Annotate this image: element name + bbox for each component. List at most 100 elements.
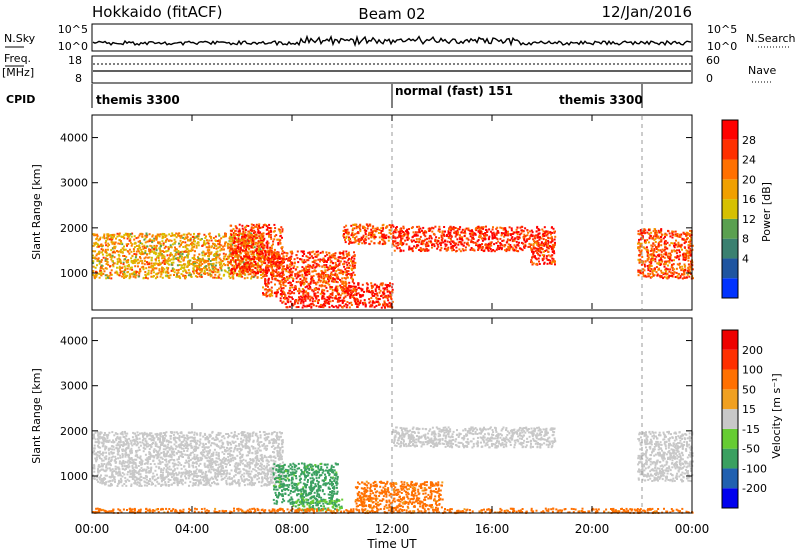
power-cell xyxy=(497,246,499,249)
power-cell xyxy=(689,245,692,247)
power-cell xyxy=(256,245,259,248)
power-cell xyxy=(208,246,211,249)
power-cell xyxy=(230,247,232,250)
power-cell xyxy=(672,263,675,266)
power-cell xyxy=(294,301,297,304)
power-cell xyxy=(346,294,349,297)
power-cell xyxy=(348,238,350,241)
power-cell xyxy=(243,255,246,258)
power-cell xyxy=(660,269,663,272)
power-cell xyxy=(187,261,189,264)
power-cell xyxy=(522,230,525,233)
power-cell xyxy=(373,301,376,304)
power-cell xyxy=(491,237,494,239)
power-cell xyxy=(638,260,641,263)
power-cell xyxy=(239,256,242,258)
power-cell xyxy=(677,272,680,275)
power-cell xyxy=(178,232,181,235)
power-cell xyxy=(353,251,355,254)
power-cell xyxy=(105,244,108,247)
power-cell xyxy=(130,257,133,260)
power-cell xyxy=(126,267,129,270)
power-cell xyxy=(330,273,332,275)
power-cell xyxy=(364,233,367,236)
power-cell xyxy=(235,266,238,269)
power-cell xyxy=(282,284,285,286)
power-cell xyxy=(233,267,236,270)
power-cell xyxy=(655,230,658,232)
power-cell xyxy=(277,291,279,294)
power-cell xyxy=(689,235,692,237)
power-cell xyxy=(490,244,493,247)
power-cell xyxy=(205,252,208,255)
power-cell xyxy=(321,265,324,268)
power-cell xyxy=(520,229,523,232)
power-cell xyxy=(658,240,661,243)
power-cell xyxy=(338,256,341,259)
power-cell xyxy=(282,287,285,290)
power-cell xyxy=(209,263,212,266)
power-cell xyxy=(343,299,346,302)
power-cell xyxy=(281,250,284,252)
power-cell xyxy=(480,246,483,249)
power-cell xyxy=(259,248,262,251)
power-cell xyxy=(270,266,273,269)
power-cell xyxy=(325,266,328,269)
power-cell xyxy=(486,243,489,246)
power-cell xyxy=(272,275,275,278)
power-cell xyxy=(113,243,116,245)
power-cell xyxy=(224,242,226,245)
power-cell xyxy=(639,238,642,241)
power-cell xyxy=(247,240,250,243)
power-cell xyxy=(271,251,274,254)
power-cell xyxy=(159,245,162,248)
power-cell xyxy=(342,254,345,257)
power-cell xyxy=(339,260,342,263)
power-cell xyxy=(657,243,660,246)
power-cell xyxy=(411,240,413,243)
power-cell xyxy=(252,226,255,229)
power-cell xyxy=(288,275,291,278)
power-cell xyxy=(447,246,450,249)
power-cell xyxy=(673,242,676,245)
power-cell xyxy=(286,264,289,267)
power-cell xyxy=(449,225,452,228)
power-cell xyxy=(671,230,674,233)
power-cell xyxy=(387,294,390,297)
power-cell xyxy=(260,241,263,243)
power-cell xyxy=(331,292,334,295)
power-cell xyxy=(277,274,280,277)
power-cell xyxy=(468,232,471,235)
power-cell xyxy=(667,276,670,279)
power-cell xyxy=(331,267,334,270)
power-cell xyxy=(121,247,124,250)
power-cell xyxy=(652,251,655,254)
power-cell xyxy=(307,295,310,298)
power-cell xyxy=(637,258,640,261)
power-cell xyxy=(421,243,424,246)
power-cell xyxy=(296,250,299,253)
power-cell xyxy=(260,277,263,279)
power-cell xyxy=(351,256,353,259)
power-cell xyxy=(167,272,170,274)
power-cell xyxy=(444,243,447,246)
power-cell xyxy=(104,258,107,261)
power-cell xyxy=(639,244,642,247)
power-cell xyxy=(676,275,679,278)
power-cell xyxy=(170,239,173,242)
power-cell xyxy=(142,276,145,279)
power-cell xyxy=(100,248,103,251)
power-cell xyxy=(97,239,100,242)
power-cell xyxy=(335,280,338,283)
power-cell xyxy=(98,260,101,263)
power-cell xyxy=(307,287,310,290)
power-cell xyxy=(640,242,643,245)
power-cell xyxy=(552,227,555,230)
power-cell xyxy=(173,238,176,241)
power-cell xyxy=(248,269,251,272)
power-cell xyxy=(229,232,232,235)
power-cell xyxy=(411,250,414,253)
power-cell xyxy=(376,294,379,297)
power-cell xyxy=(234,249,237,252)
power-cell xyxy=(232,277,235,280)
